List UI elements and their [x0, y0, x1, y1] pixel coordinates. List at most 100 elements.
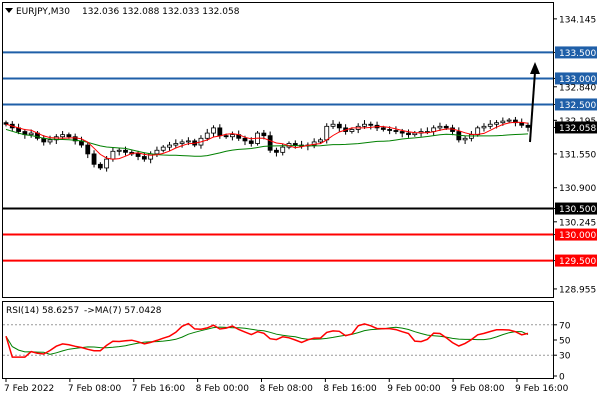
candle-body: [154, 149, 160, 155]
ma-fast-line: [5, 121, 529, 160]
time-tick-label: 8 Feb 08:00: [260, 384, 314, 394]
candle-body: [443, 125, 449, 129]
candle-body: [104, 158, 110, 169]
rsi-label: RSI(14) 58.6257: [6, 306, 79, 316]
candle-body: [85, 144, 91, 155]
price-tick-label: 133.000: [559, 75, 596, 85]
candle-body: [3, 122, 9, 125]
price-tick-label: 132.058: [559, 124, 596, 134]
candle-body: [406, 132, 411, 136]
candle-body: [261, 132, 267, 137]
rsi-tick-label: 30: [559, 352, 571, 362]
price-tick-label: 134.145: [559, 15, 596, 25]
time-tick-label: 8 Feb 16:00: [323, 384, 377, 394]
price-label-box: [555, 46, 597, 59]
arrow-shaft: [529, 71, 536, 143]
candle-body: [211, 127, 216, 134]
candle-body: [116, 149, 122, 152]
candle-body: [380, 127, 386, 130]
rsi-ma-line: [5, 326, 529, 355]
price-axis[interactable]: 134.145133.500133.000132.840132.500132.1…: [553, 15, 597, 295]
time-tick-label: 7 Feb 2022: [4, 384, 54, 394]
candle-body: [500, 120, 506, 124]
candle-body: [110, 150, 116, 160]
candle-body: [97, 163, 103, 169]
candle-body: [223, 135, 229, 138]
ma-slow-line: [5, 128, 529, 157]
time-axis[interactable]: 7 Feb 2022 7 Feb 08:00 7 Feb 16:00 8 Feb 00…: [4, 378, 569, 394]
candle-body: [267, 135, 273, 151]
candle-body: [393, 130, 399, 132]
price-label-box: [555, 121, 597, 134]
price-tick-label: 130.900: [559, 184, 596, 194]
candle-body: [318, 139, 323, 143]
price-label-box: [555, 98, 597, 111]
rsi-tick-label: 70: [559, 321, 571, 331]
rsi-indicator: [3, 322, 553, 358]
price-tick-label: 129.500: [559, 257, 596, 267]
candle-body: [47, 139, 53, 143]
candle-body: [141, 156, 147, 160]
price-label-box: [555, 228, 597, 241]
time-tick-label: 9 Feb 08:00: [451, 384, 505, 394]
candle-body: [179, 141, 185, 144]
candle-body: [185, 140, 191, 143]
price-tick-label: 130.500: [559, 205, 596, 215]
time-tick-label: 7 Feb 08:00: [68, 384, 122, 394]
candle-body: [28, 132, 34, 136]
candle-body: [248, 140, 254, 144]
horizontal-levels: [3, 51, 553, 262]
arrow-head-icon: [530, 62, 540, 74]
candle-body: [475, 127, 481, 136]
candle-body: [173, 143, 179, 146]
time-tick-label: 7 Feb 16:00: [132, 384, 186, 394]
candle-body: [324, 125, 330, 141]
candle-body: [437, 125, 443, 129]
forecast-arrow: [529, 62, 540, 143]
candle-body: [274, 149, 279, 153]
candle-body: [230, 134, 235, 138]
price-label-box: [555, 72, 597, 85]
time-tick-label: 9 Feb 16:00: [515, 384, 569, 394]
ohlc-values: 132.036 132.088 132.033 132.058: [82, 7, 240, 17]
candle-body: [525, 124, 531, 128]
candle-body: [368, 123, 374, 126]
candle-body: [481, 125, 487, 129]
candle-body: [123, 149, 128, 153]
candle-body: [66, 134, 72, 138]
candle-body: [336, 123, 342, 129]
candle-body: [204, 132, 210, 139]
candle-body: [60, 134, 66, 138]
candle-body: [330, 123, 336, 127]
candle-body: [280, 146, 286, 153]
price-tick-label: 130.245: [559, 218, 596, 228]
rsi-ma-label: ->MA(7) 57.0428: [84, 306, 162, 316]
candle-body: [292, 143, 298, 146]
rsi-tick-label: 0: [559, 373, 565, 383]
moving-averages: [5, 121, 529, 160]
candle-body: [217, 127, 223, 137]
candle-body: [494, 122, 499, 125]
triangle-down-icon[interactable]: [5, 8, 13, 13]
price-tick-label: 132.500: [559, 101, 596, 111]
candle-body: [362, 123, 367, 127]
price-label-box: [555, 254, 597, 267]
candle-body: [506, 119, 512, 122]
time-tick-label: 9 Feb 00:00: [387, 384, 441, 394]
candle-body: [311, 141, 317, 146]
candle-body: [399, 131, 405, 134]
price-tick-label: 132.840: [559, 83, 596, 93]
candle-body: [462, 137, 468, 141]
candle-body: [412, 132, 418, 136]
price-pane[interactable]: [2, 2, 554, 298]
price-tick-label: 128.955: [559, 285, 596, 295]
candle-body: [387, 129, 393, 131]
price-label-box: [555, 202, 597, 215]
price-tick-label: 131.550: [559, 150, 596, 160]
symbol-timeframe: EURJPY,M30: [16, 7, 70, 17]
candle-body: [167, 144, 172, 148]
candle-body: [135, 153, 141, 157]
rsi-line: [5, 322, 529, 358]
